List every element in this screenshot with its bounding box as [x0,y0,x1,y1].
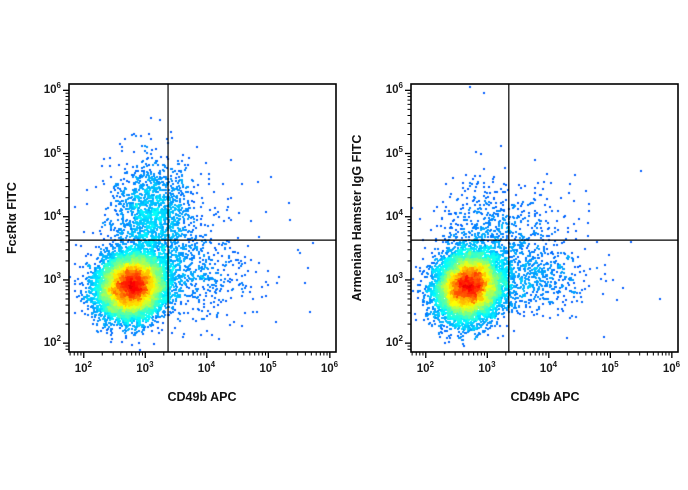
y-tick-label: 105 [43,144,61,160]
right-plot-points-canvas [411,84,678,352]
left-plot-x-axis-title: CD49b APC [167,390,237,404]
right-plot-x-axis-title: CD49b APC [510,390,580,404]
y-tick-label: 102 [385,334,403,349]
y-tick-label: 104 [43,207,61,223]
x-tick-label: 102 [74,360,92,375]
left-plot-points-canvas [69,84,336,352]
x-tick-label: 105 [601,360,619,375]
y-tick-label: 102 [43,334,61,349]
y-tick-label: 103 [43,270,61,286]
y-tick-label: 103 [385,270,403,286]
x-tick-label: 106 [320,360,339,375]
y-tick-label: 106 [385,81,403,97]
x-tick-label: 104 [197,360,216,375]
x-tick-label: 103 [478,360,496,375]
right-plot-y-axis-title: Armenian Hamster IgG FITC [350,134,364,302]
x-tick-label: 105 [259,360,277,375]
left-plot-y-axis-title: FcεRIα FITC [5,182,19,254]
x-tick-label: 106 [662,360,681,375]
y-tick-label: 106 [43,81,61,97]
x-tick-label: 102 [416,360,434,375]
x-tick-label: 104 [539,360,558,375]
x-tick-label: 103 [136,360,154,375]
y-tick-label: 105 [385,144,403,160]
y-tick-label: 104 [385,207,403,223]
